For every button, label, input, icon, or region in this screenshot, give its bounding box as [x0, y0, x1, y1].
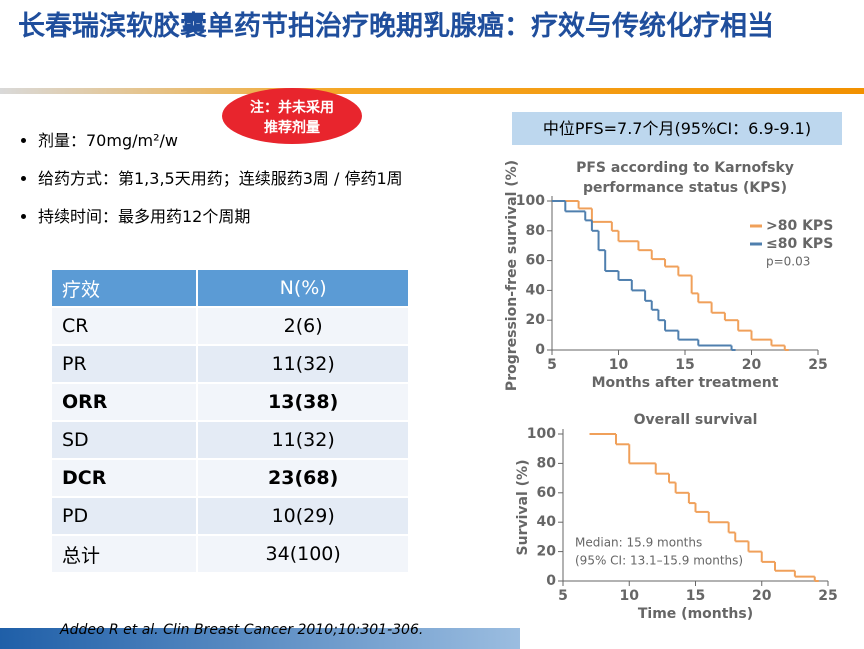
chart: 0 20 40 60 80 100 5 10 15 20 25 PFS according to Ka…: [504, 160, 833, 391]
cell: 23(68): [196, 459, 408, 498]
x-tick-label: 15: [675, 357, 694, 373]
x-tick-label: 25: [808, 357, 827, 373]
cell: 10(29): [196, 497, 408, 536]
divider: [0, 88, 864, 94]
x-tick-label: 15: [686, 588, 705, 604]
y-tick-label: 0: [535, 342, 545, 358]
legend-label: >80 KPS: [766, 218, 833, 234]
cell: 2(6): [196, 307, 408, 346]
x-tick-label: 5: [547, 357, 557, 373]
x-tick-label: 25: [818, 588, 837, 604]
footer-bar: [0, 628, 520, 649]
cell: 13(38): [196, 383, 408, 422]
x-axis-label: Time (months): [638, 606, 753, 622]
x-tick-label: 20: [752, 588, 772, 604]
y-tick-label: 100: [516, 193, 545, 209]
cell: 34(100): [196, 535, 408, 574]
legend-label: ≤80 KPS: [766, 236, 833, 252]
chart-title: performance status (KPS): [583, 180, 787, 196]
cell: SD: [52, 421, 198, 460]
annotation: Median: 15.9 months: [575, 536, 702, 550]
y-tick-label: 60: [537, 485, 557, 501]
y-axis-label: Survival (%): [515, 460, 531, 556]
callout: 注：并未采用 推荐剂量: [222, 88, 362, 144]
bullets: 剂量：70mg/m²/w 给药方式：第1,3,5天用药；连续服药3周 / 停药1…: [12, 122, 403, 236]
median-box: 中位PFS=7.7个月(95%CI：6.9-9.1): [512, 112, 842, 145]
y-tick-label: 40: [537, 514, 557, 530]
x-tick-label: 10: [620, 588, 640, 604]
y-tick-label: 0: [546, 573, 556, 589]
table: 疗效 N(%) CR 2(6) PR 11(32) ORR 13(38) SD 11(32…: [52, 270, 408, 574]
y-axis-label: Progression-free survival (%): [504, 160, 520, 391]
x-axis-label: Months after treatment: [592, 375, 779, 391]
cell: DCR: [52, 459, 198, 498]
y-tick-label: 100: [527, 426, 556, 442]
y-tick-label: 20: [537, 544, 557, 560]
cell: 11(32): [196, 421, 408, 460]
annotation: (95% CI: 13.1–15.9 months): [575, 554, 743, 568]
cell: ORR: [52, 383, 198, 422]
cell: 11(32): [196, 345, 408, 384]
x-tick-label: 10: [609, 357, 629, 373]
annotation: p=0.03: [766, 255, 810, 269]
callout-line: 注：并未采用: [250, 100, 334, 116]
x-tick-label: 20: [742, 357, 762, 373]
bullet: 给药方式：第1,3,5天用药；连续服药3周 / 停药1周: [38, 160, 403, 198]
bullet: 持续时间：最多用药12个周期: [38, 198, 403, 236]
cell: PR: [52, 345, 198, 384]
callout-line: 推荐剂量: [264, 120, 320, 136]
y-tick-label: 80: [537, 455, 557, 471]
y-tick-label: 60: [526, 253, 546, 269]
bullet: 剂量：70mg/m²/w: [38, 122, 403, 160]
cell: 总计: [52, 535, 198, 574]
y-tick-label: 40: [526, 282, 546, 298]
cell: PD: [52, 497, 198, 536]
y-tick-label: 20: [526, 312, 546, 328]
x-tick-label: 5: [558, 588, 568, 604]
citation: Addeo R et al. Clin Breast Cancer 2010;1…: [60, 622, 424, 638]
cell: CR: [52, 307, 198, 346]
chart-title: PFS according to Karnofsky: [576, 160, 794, 176]
header-cell: N(%): [196, 270, 408, 308]
chart: 0 20 40 60 80 100 5 10 15 20 25 Overall survival Tim…: [515, 412, 838, 622]
chart-title: Overall survival: [634, 412, 758, 428]
slide-title: 长春瑞滨软胶囊单药节拍治疗晚期乳腺癌：疗效与传统化疗相当: [18, 11, 774, 42]
header-cell: 疗效: [52, 270, 198, 308]
y-tick-label: 80: [526, 223, 546, 239]
